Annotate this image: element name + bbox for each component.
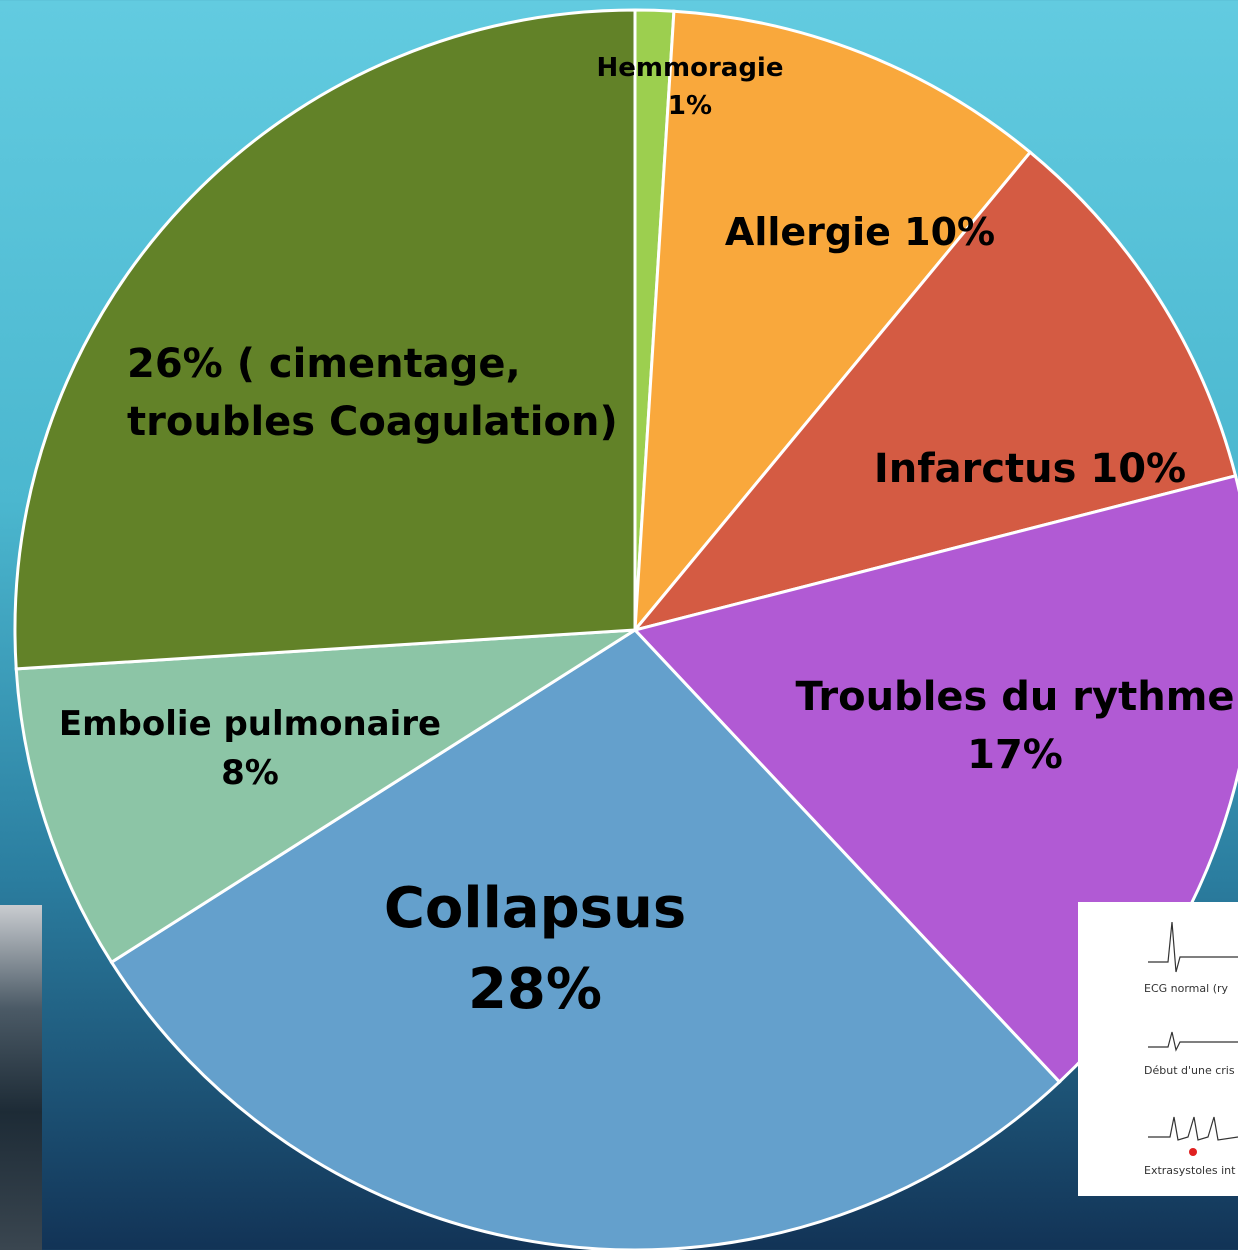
- ecg-traces: [1078, 902, 1238, 1196]
- ecg-caption: Extrasystoles int: [1144, 1164, 1235, 1177]
- slice-label: Infarctus 10%: [860, 440, 1200, 498]
- value-label: 28%: [370, 949, 700, 1030]
- value-label: 26%: [127, 341, 223, 387]
- category-label: Hemmoragie: [585, 50, 795, 88]
- value-label: 10%: [904, 210, 995, 254]
- value-label: 17%: [790, 726, 1238, 784]
- ecg-caption: Début d'une cris: [1144, 1064, 1235, 1077]
- category-label: Troubles du rythme: [790, 668, 1238, 726]
- value-label: 10%: [1090, 446, 1186, 492]
- slice-label: Allergie 10%: [715, 205, 1005, 260]
- slide: ECG normal (ry Début d'une cris Extrasys…: [0, 0, 1238, 1250]
- ecg-caption: ECG normal (ry: [1144, 982, 1228, 995]
- category-label: Infarctus: [874, 446, 1077, 492]
- category-label: Allergie: [725, 210, 891, 254]
- chart: [0, 0, 1238, 1250]
- ecg-inset: ECG normal (ry Début d'une cris Extrasys…: [1078, 902, 1238, 1196]
- category-label: Collapsus: [370, 868, 700, 949]
- slice-label: 26% ( cimentage, troubles Coagulation): [127, 335, 647, 451]
- value-label: 1%: [585, 88, 795, 126]
- value-label: 8%: [40, 749, 460, 798]
- category-label: Embolie pulmonaire: [40, 700, 460, 749]
